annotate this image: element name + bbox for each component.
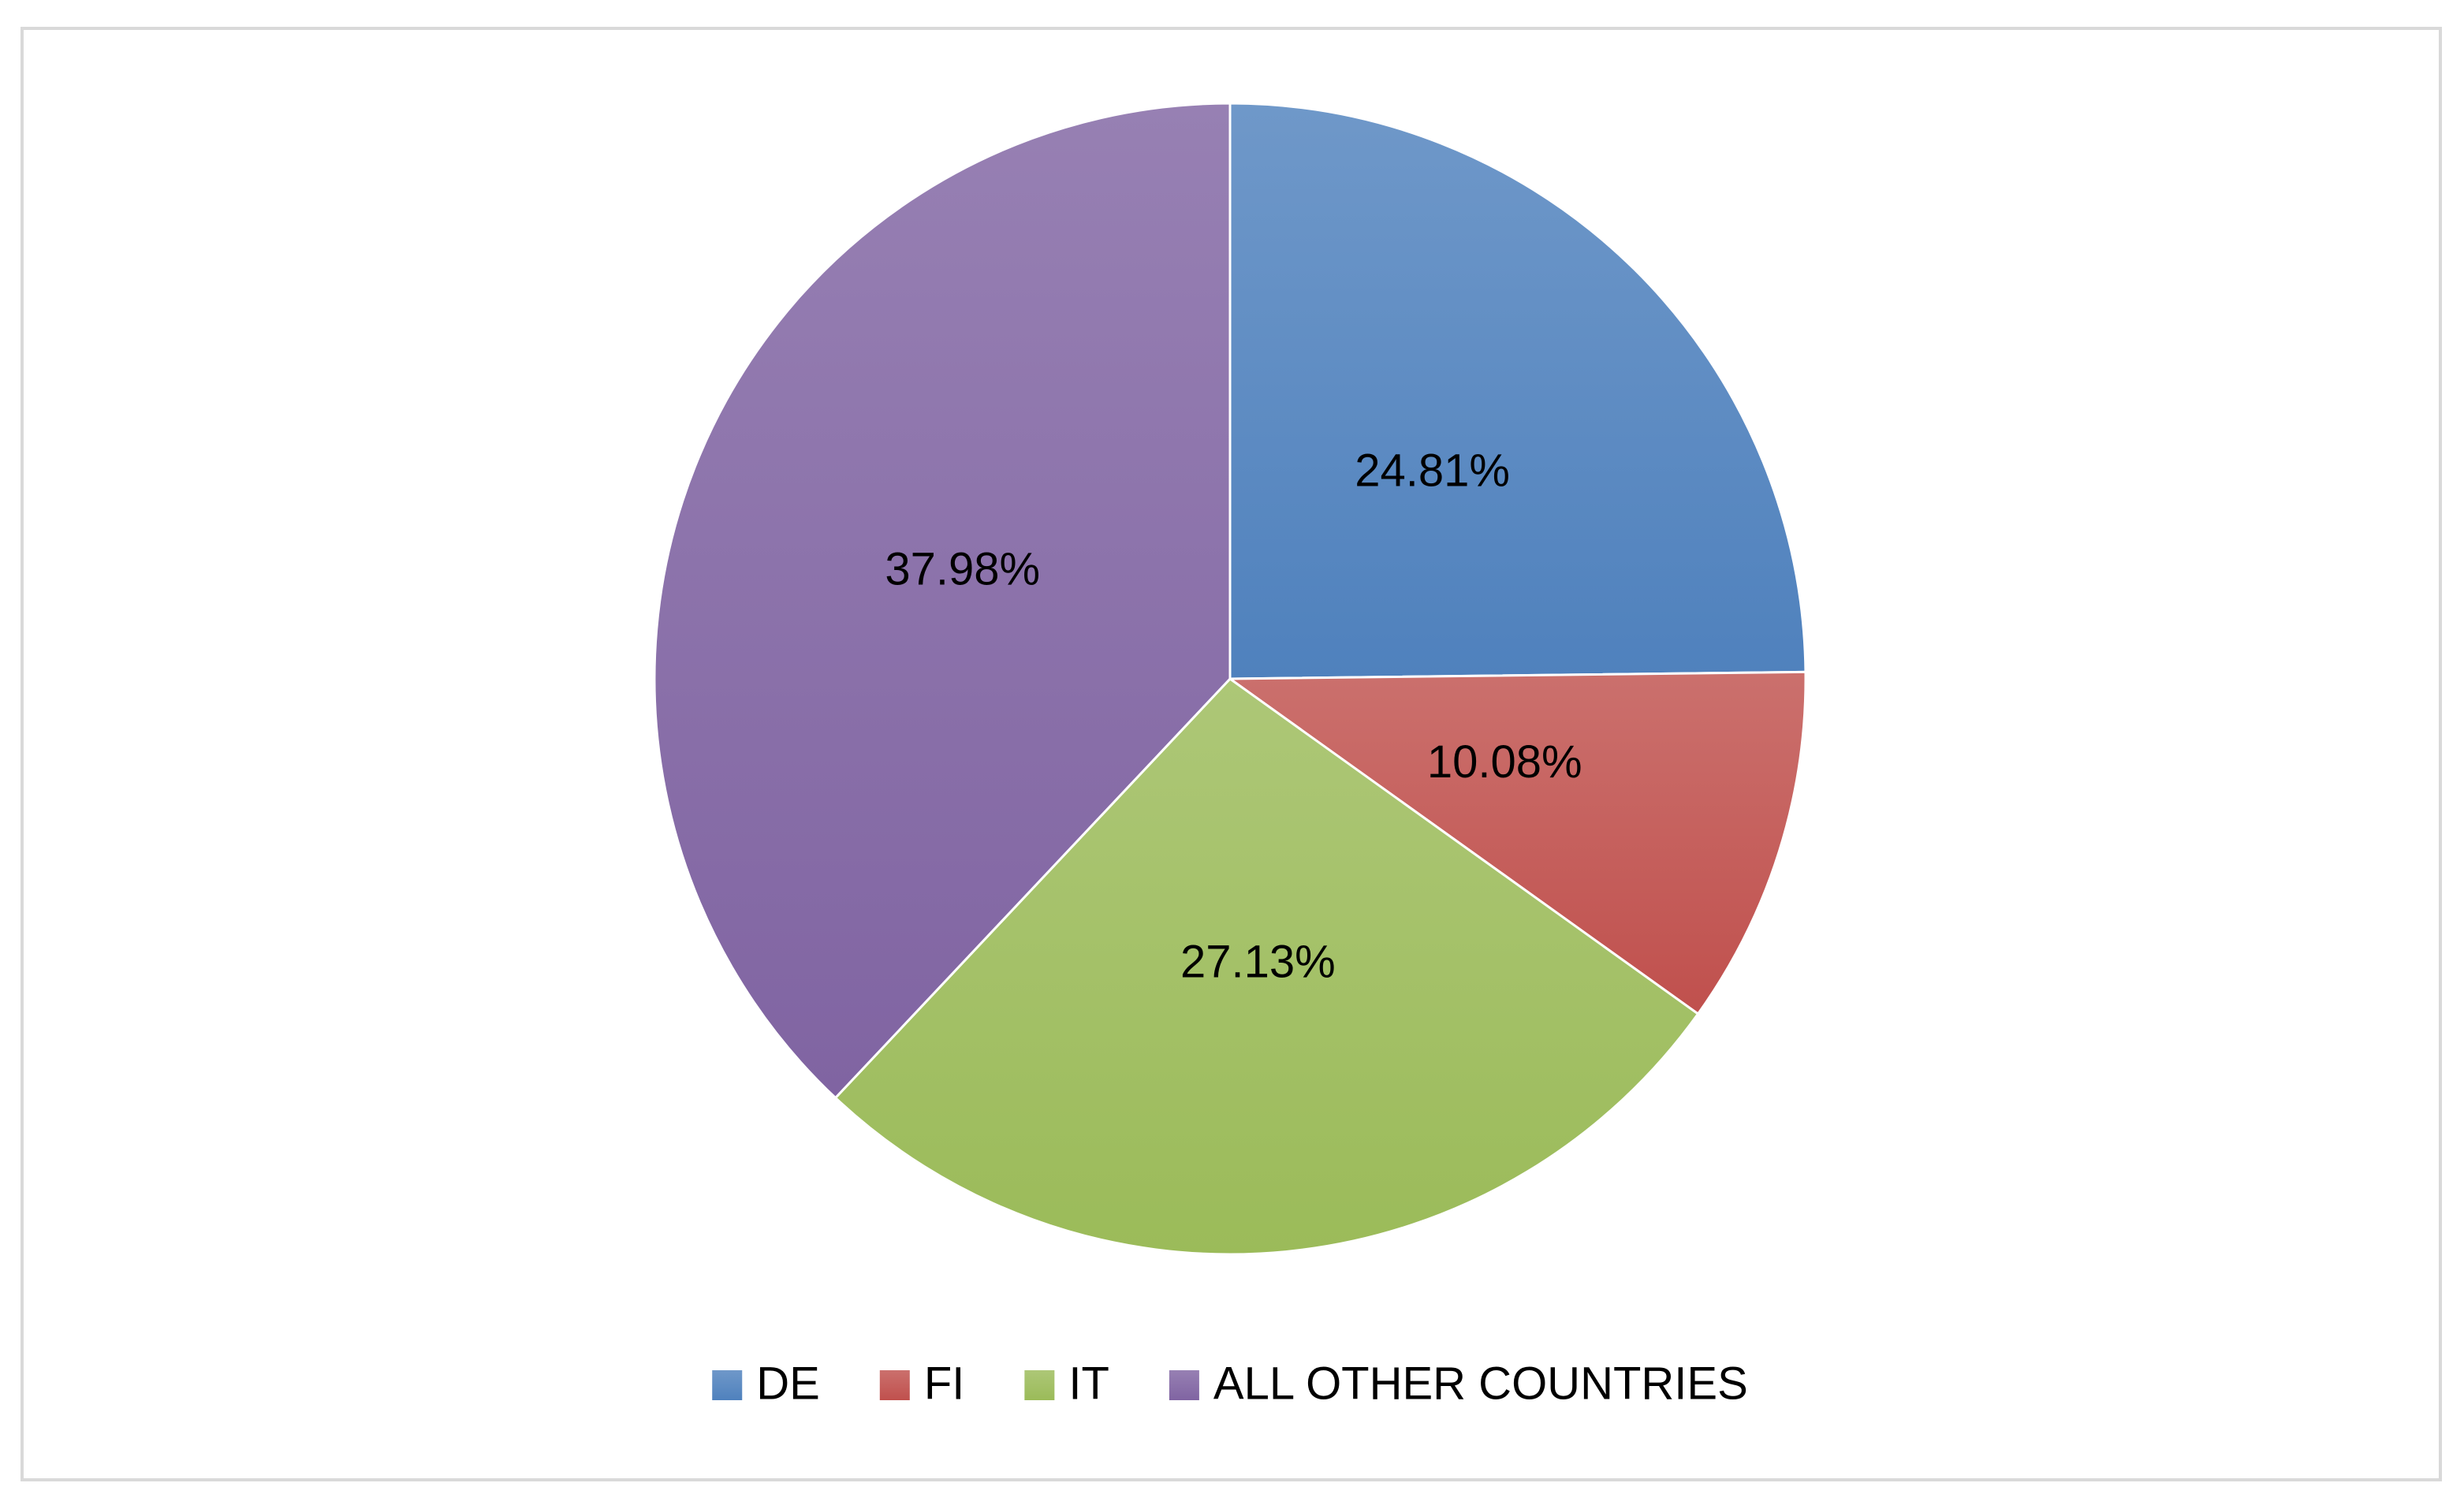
legend-swatch (879, 1370, 910, 1400)
data-label: 24.81% (1355, 445, 1510, 497)
pie (653, 102, 1807, 1256)
legend-label: DE (756, 1358, 820, 1409)
data-label: 37.98% (885, 544, 1040, 595)
legend-label: IT (1068, 1358, 1109, 1409)
pie-slice (1226, 670, 1807, 1016)
pie-slice (1228, 102, 1807, 680)
data-labels: 24.81% 10.08% 27.13% 37.98% (885, 445, 1582, 988)
pie-slice (653, 102, 1232, 1100)
legend: DE FI IT ALL OTHER COUNTRIES (712, 1358, 1748, 1409)
legend-swatch (712, 1370, 743, 1400)
legend-label: ALL OTHER COUNTRIES (1213, 1358, 1748, 1409)
legend-swatch (1024, 1370, 1055, 1400)
data-label: 10.08% (1427, 736, 1582, 788)
pie-slice (833, 677, 1700, 1256)
legend-swatch (1169, 1370, 1199, 1400)
legend-label: FI (924, 1358, 965, 1409)
data-label: 27.13% (1180, 937, 1336, 988)
